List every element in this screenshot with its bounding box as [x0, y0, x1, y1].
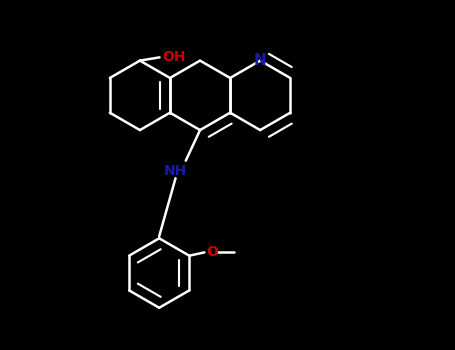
- Text: NH: NH: [164, 164, 187, 178]
- Text: OH: OH: [162, 50, 186, 64]
- Text: N: N: [254, 53, 267, 68]
- Text: O: O: [206, 245, 217, 259]
